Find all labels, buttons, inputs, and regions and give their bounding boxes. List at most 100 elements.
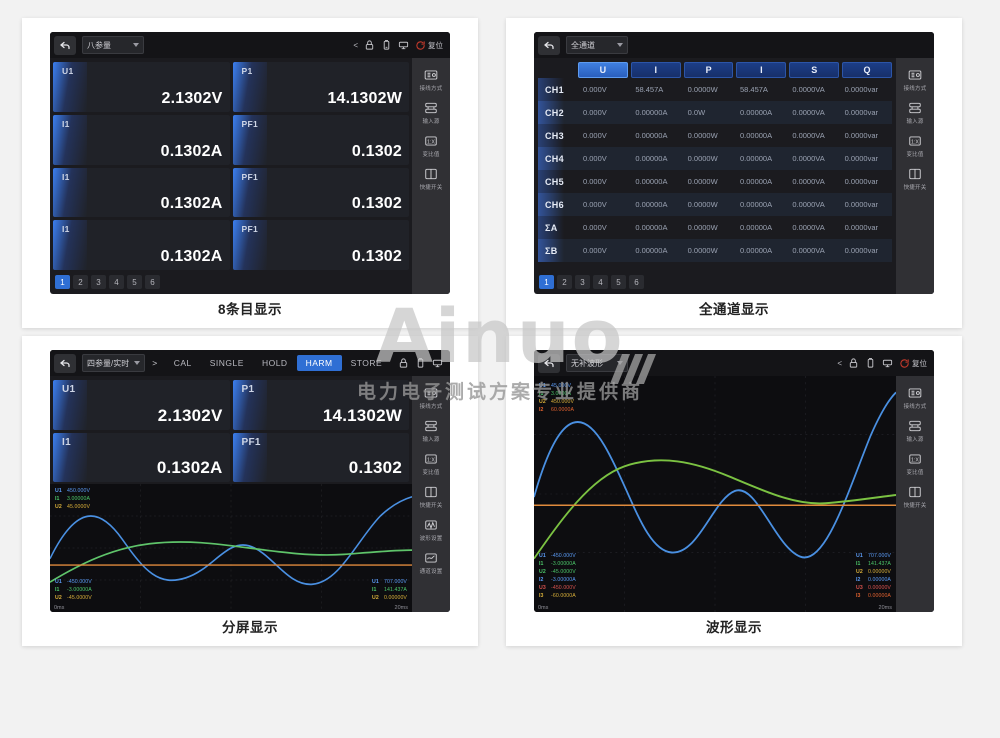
sidebar-item-0[interactable]: 接线方式 xyxy=(412,382,450,413)
toolbar-button-single[interactable]: SINGLE xyxy=(209,358,244,368)
table-row[interactable]: ΣA 0.000V 0.00000A 0.0000W 0.00000A 0.0000VA 0… xyxy=(538,216,892,239)
back-button[interactable] xyxy=(54,353,76,373)
content-area: U1 45.000V I1 3.0000A U2 450.000V I2 60.0000A U… xyxy=(534,376,896,612)
status-icons xyxy=(398,357,446,369)
sidebar-item-2[interactable]: 1:X 变比值 xyxy=(412,130,450,161)
table-column-header[interactable]: S xyxy=(789,62,840,78)
sidebar-item-5[interactable]: 通道设置 xyxy=(412,547,450,578)
waveform-plot[interactable]: U1 45.000V I1 3.0000A U2 450.000V I2 60.0000A U… xyxy=(534,376,896,612)
table-cell: 0.00000A xyxy=(739,223,773,232)
table-cell: 0.00000A xyxy=(635,131,668,140)
page-button-4[interactable]: 4 xyxy=(109,275,124,289)
measurement-cell[interactable]: U1 2.1302V xyxy=(53,380,230,430)
table-row[interactable]: CH6 0.000V 0.00000A 0.0000W 0.00000A 0.0000VA… xyxy=(538,193,892,216)
page-button-2[interactable]: 2 xyxy=(557,275,572,289)
sidebar-item-0[interactable]: 接线方式 xyxy=(896,382,934,413)
table-row[interactable]: CH4 0.000V 0.00000A 0.0000W 0.00000A 0.0000VA… xyxy=(538,147,892,170)
legend-key: U1 xyxy=(371,578,379,585)
lock-icon[interactable] xyxy=(364,39,375,51)
measurement-cell[interactable]: PF1 0.1302 xyxy=(232,167,409,218)
measurement-value: 0.1302A xyxy=(160,248,223,265)
reset-button[interactable]: 复位 xyxy=(899,358,927,369)
sidebar-item-1[interactable]: 输入源 xyxy=(412,415,450,446)
back-button[interactable] xyxy=(538,353,560,373)
waveform-plot[interactable]: U1 450.000V I1 3.00000A U2 45.0000V U1 -450.00… xyxy=(50,484,412,612)
page-button-4[interactable]: 4 xyxy=(593,275,608,289)
table-column-header[interactable]: Q xyxy=(842,62,892,78)
sidebar-item-2[interactable]: 1:X 变比值 xyxy=(896,448,934,479)
sidebar-item-1[interactable]: 输入源 xyxy=(412,97,450,128)
next-arrow-button[interactable]: > xyxy=(152,358,158,368)
toolbar-button-harm[interactable]: HARM xyxy=(296,355,342,371)
mode-dropdown[interactable]: 八参量 xyxy=(82,36,144,54)
channel-label: CH2 xyxy=(545,107,564,118)
lock-icon[interactable] xyxy=(398,357,409,369)
table-row[interactable]: ΣB 0.000V 0.00000A 0.0000W 0.00000A 0.0000VA 0… xyxy=(538,239,892,262)
legend-entry: U1 707.000V xyxy=(372,578,407,586)
legend-key: I1 xyxy=(855,560,861,567)
page-button-1[interactable]: 1 xyxy=(55,275,70,289)
table-column-header[interactable]: I xyxy=(736,62,787,78)
legend-value: -450.000V xyxy=(551,584,576,591)
mode-dropdown[interactable]: 四参量/实时 xyxy=(82,354,146,372)
table-row[interactable]: CH5 0.000V 0.00000A 0.0000W 0.00000A 0.0000VA… xyxy=(538,170,892,193)
lock-icon[interactable] xyxy=(848,357,859,369)
screen-body: U1 2.1302V P1 14.1302W I1 0.1302A PF1 0.1302 U1… xyxy=(50,376,450,612)
collapse-button[interactable]: < xyxy=(837,358,842,368)
page-button-2[interactable]: 2 xyxy=(73,275,88,289)
sidebar-item-3[interactable]: 快捷开关 xyxy=(896,163,934,194)
usb-icon[interactable] xyxy=(415,357,426,369)
sidebar-item-4[interactable]: 波形设置 xyxy=(412,514,450,545)
reset-button[interactable]: 复位 xyxy=(415,40,443,51)
back-button[interactable] xyxy=(538,35,560,55)
table-cell: 0.000V xyxy=(583,246,607,255)
legend-value: 45.000V xyxy=(551,383,572,389)
sidebar-item-3[interactable]: 快捷开关 xyxy=(412,481,450,512)
usb-icon[interactable] xyxy=(865,357,876,369)
mode-dropdown[interactable]: 无补波形 xyxy=(566,354,628,372)
page-button-5[interactable]: 5 xyxy=(127,275,142,289)
measurement-cell[interactable]: PF1 0.1302 xyxy=(232,220,409,270)
toolbar-button-cal[interactable]: CAL xyxy=(173,358,192,368)
table-row[interactable]: CH2 0.000V 0.00000A 0.0W 0.00000A 0.0000VA 0.0… xyxy=(538,101,892,124)
page-button-3[interactable]: 3 xyxy=(575,275,590,289)
sidebar-item-3[interactable]: 快捷开关 xyxy=(412,163,450,194)
usb-icon[interactable] xyxy=(381,39,392,51)
network-icon[interactable] xyxy=(398,39,409,51)
table-row[interactable]: CH3 0.000V 0.00000A 0.0000W 0.00000A 0.0000VA… xyxy=(538,124,892,147)
measurement-cell[interactable]: P1 14.1302W xyxy=(232,380,409,430)
measurement-cell[interactable]: I1 0.1302A xyxy=(53,432,230,482)
sidebar-item-2[interactable]: 1:X 变比值 xyxy=(412,448,450,479)
network-icon[interactable] xyxy=(882,357,893,369)
waveform-svg xyxy=(50,484,412,612)
toolbar-button-store[interactable]: STORE xyxy=(350,358,383,368)
page-button-6[interactable]: 6 xyxy=(629,275,644,289)
measurement-cell[interactable]: I1 0.1302A xyxy=(53,167,230,218)
table-column-header[interactable]: I xyxy=(630,62,681,78)
sidebar-item-3[interactable]: 快捷开关 xyxy=(896,481,934,512)
table-column-header[interactable]: P xyxy=(683,62,734,78)
measurement-cell[interactable]: U1 2.1302V xyxy=(53,62,230,112)
table-row[interactable]: CH1 0.000V 58.457A 0.0000W 58.457A 0.0000VA 0.… xyxy=(538,78,892,101)
mode-dropdown[interactable]: 全通道 xyxy=(566,36,628,54)
page-button-6[interactable]: 6 xyxy=(145,275,160,289)
collapse-button[interactable]: < xyxy=(353,40,358,50)
network-icon[interactable] xyxy=(432,357,443,369)
sidebar-item-2[interactable]: 1:X 变比值 xyxy=(896,130,934,161)
toolbar-button-hold[interactable]: HOLD xyxy=(261,358,288,368)
sidebar-item-0[interactable]: 接线方式 xyxy=(896,64,934,95)
sidebar-item-1[interactable]: 输入源 xyxy=(896,97,934,128)
measurement-cell[interactable]: PF1 0.1302 xyxy=(232,114,409,165)
measurement-cell[interactable]: I1 0.1302A xyxy=(53,220,230,270)
page-button-3[interactable]: 3 xyxy=(91,275,106,289)
table-column-header[interactable]: U xyxy=(578,62,628,78)
measurement-value: 0.1302 xyxy=(348,458,402,477)
page-button-5[interactable]: 5 xyxy=(611,275,626,289)
sidebar-item-1[interactable]: 输入源 xyxy=(896,415,934,446)
measurement-cell[interactable]: I1 0.1302A xyxy=(53,114,230,165)
sidebar-item-0[interactable]: 接线方式 xyxy=(412,64,450,95)
measurement-cell[interactable]: PF1 0.1302 xyxy=(232,432,409,482)
back-button[interactable] xyxy=(54,35,76,55)
measurement-cell[interactable]: P1 14.1302W xyxy=(232,62,409,112)
page-button-1[interactable]: 1 xyxy=(539,275,554,289)
